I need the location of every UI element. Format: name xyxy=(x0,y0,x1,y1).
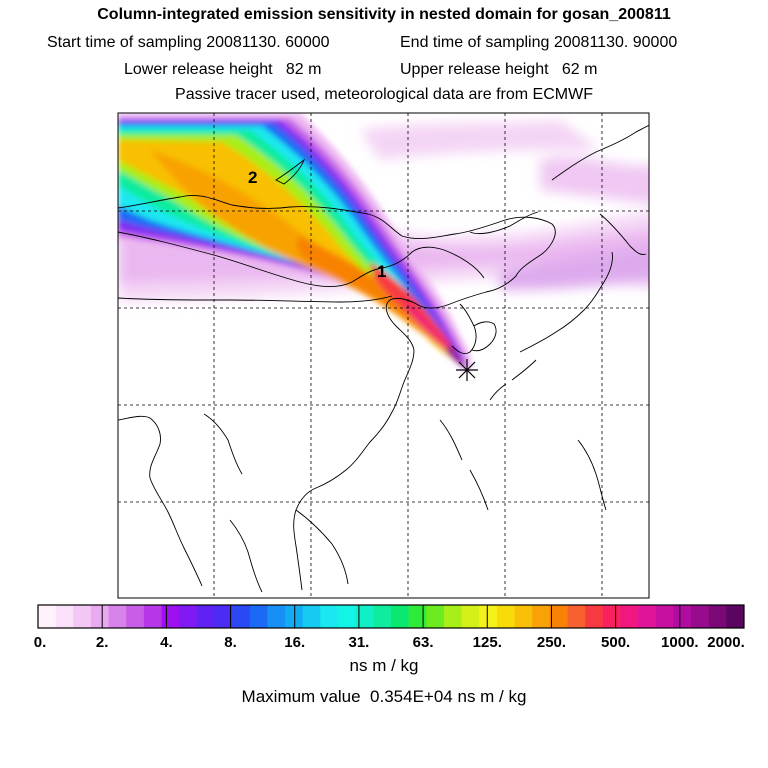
maximum-value-number: 0.354E+04 ns m / kg xyxy=(370,687,527,706)
colorbar-swatch xyxy=(249,605,268,628)
colorbar-swatch xyxy=(726,605,745,628)
colorbar-units: ns m / kg xyxy=(349,656,419,675)
cluster-label-2: 2 xyxy=(248,168,257,187)
colorbar-swatch xyxy=(108,605,127,628)
colorbar-swatch xyxy=(532,605,551,628)
plot-title: Column-integrated emission sensitivity i… xyxy=(97,6,671,23)
colorbar-swatch xyxy=(55,605,74,628)
colorbar-swatch xyxy=(320,605,339,628)
colorbar-swatch xyxy=(443,605,463,628)
colorbar-swatch xyxy=(214,605,233,628)
end-time-value: 20081130. 90000 xyxy=(553,34,678,51)
colorbar-swatch xyxy=(391,605,410,628)
colorbar-swatch xyxy=(161,605,180,628)
lower-release-height: Lower release height 82 m xyxy=(124,61,321,79)
colorbar-swatch xyxy=(673,605,692,628)
colorbar-tick-label: 250. xyxy=(536,634,567,651)
lower-release-value: 82 m xyxy=(285,61,322,78)
colorbar-tick-label: 1000. xyxy=(661,634,699,651)
colorbar-swatch xyxy=(638,605,657,628)
maximum-value-label: Maximum value xyxy=(241,687,361,706)
lower-release-label: Lower release height xyxy=(124,61,273,78)
colorbar-swatch xyxy=(73,605,92,628)
end-time-label: End time of sampling xyxy=(400,34,550,51)
colorbar-swatch xyxy=(567,605,586,628)
colorbar xyxy=(38,605,745,628)
colorbar-tick-label: 31. xyxy=(348,634,370,651)
start-time-label: Start time of sampling xyxy=(47,34,202,51)
coastlines-and-borders xyxy=(118,124,649,593)
start-time-value: 20081130. 60000 xyxy=(206,34,330,51)
graticule xyxy=(118,113,649,598)
colorbar-swatch xyxy=(373,605,392,628)
colorbar-swatch xyxy=(461,605,480,628)
cluster-label-1: 1 xyxy=(377,262,386,281)
colorbar-swatch xyxy=(655,605,674,628)
colorbar-swatch xyxy=(285,605,304,628)
colorbar-swatch xyxy=(708,605,727,628)
colorbar-swatch xyxy=(302,605,321,628)
colorbar-tick-label: 500. xyxy=(601,634,631,651)
colorbar-swatch xyxy=(179,605,198,628)
emission-plume xyxy=(118,113,472,372)
colorbar-swatch xyxy=(38,605,57,628)
colorbar-swatch xyxy=(232,605,251,628)
colorbar-tick-label: 0. xyxy=(33,634,47,651)
colorbar-swatch xyxy=(355,605,374,628)
colorbar-swatch xyxy=(338,605,357,628)
colorbar-swatch xyxy=(479,605,498,628)
colorbar-tick-label: 125. xyxy=(472,634,502,651)
info-line: Passive tracer used, meteorological data… xyxy=(175,86,593,103)
colorbar-swatch xyxy=(602,605,621,628)
colorbar-tick-label: 2. xyxy=(95,634,109,651)
map-frame xyxy=(117,112,650,599)
colorbar-swatch xyxy=(585,605,604,628)
colorbar-swatch xyxy=(408,605,427,628)
colorbar-tick-label: 2000. xyxy=(707,634,745,651)
colorbar-swatch xyxy=(143,605,163,628)
colorbar-swatch xyxy=(126,605,145,628)
colorbar-tick-label: 63. xyxy=(412,634,434,651)
receptor-star-marker xyxy=(456,359,478,381)
colorbar-frame xyxy=(37,604,745,629)
colorbar-swatch xyxy=(620,605,639,628)
upper-release-height: Upper release height 62 m xyxy=(400,61,597,79)
colorbar-tick-label: 8. xyxy=(224,634,237,651)
upper-release-value: 62 m xyxy=(561,61,598,78)
colorbar-swatch xyxy=(90,605,110,628)
colorbar-swatch xyxy=(267,605,286,628)
colorbar-swatch xyxy=(196,605,215,628)
upper-release-label: Upper release height xyxy=(400,61,549,78)
colorbar-swatch xyxy=(549,605,568,628)
end-time: End time of sampling 20081130. 90000 xyxy=(400,34,677,52)
colorbar-swatch xyxy=(496,605,516,628)
colorbar-swatch xyxy=(691,605,710,628)
colorbar-tick-label: 4. xyxy=(160,634,173,651)
colorbar-swatch xyxy=(514,605,533,628)
colorbar-tick-label: 16. xyxy=(284,634,306,651)
colorbar-swatch xyxy=(426,605,445,628)
maximum-value: Maximum value 0.354E+04 ns m / kg xyxy=(0,687,768,707)
start-time: Start time of sampling 20081130. 60000 xyxy=(47,34,330,52)
map-area: 2 1 xyxy=(118,113,649,598)
